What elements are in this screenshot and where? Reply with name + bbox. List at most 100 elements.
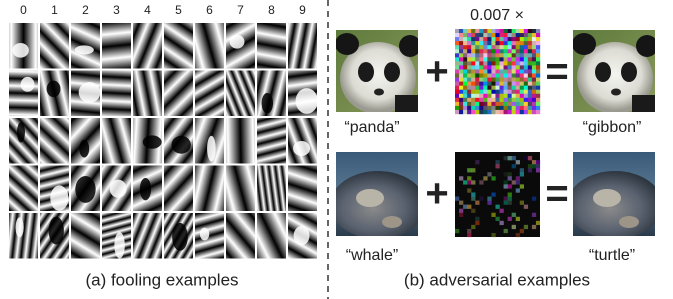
output-label: “turtle” — [589, 247, 635, 264]
noise-pixel — [491, 41, 495, 45]
noise-pixel — [520, 184, 524, 188]
noise-pixel — [536, 98, 540, 102]
noise-pixel — [459, 209, 463, 213]
noise-pixel — [471, 49, 475, 53]
noise-pixel — [536, 102, 540, 106]
tile-blob — [79, 82, 101, 103]
noise-pixel — [504, 53, 508, 57]
noise-pixel — [508, 197, 512, 201]
noise-pixel — [528, 110, 532, 114]
input-label: “panda” — [344, 119, 399, 136]
noise-pixel — [508, 86, 512, 90]
tile-blob — [293, 141, 310, 156]
tile-blob — [110, 180, 127, 198]
noise-pixel — [536, 74, 540, 78]
noise-pixel — [487, 90, 491, 94]
caption-a: (a) fooling examples — [85, 270, 238, 289]
noise-pixel — [463, 106, 467, 110]
fooling-tile — [133, 70, 163, 117]
noise-pixel — [504, 98, 508, 102]
noise-pixel — [459, 41, 463, 45]
noise-pixel — [528, 74, 532, 78]
noise-pixel — [516, 45, 520, 49]
noise-pixel — [459, 33, 463, 37]
noise-pixel — [504, 180, 508, 184]
noise-pixel — [520, 37, 524, 41]
noise-pixel — [500, 37, 504, 41]
noise-pixel — [516, 41, 520, 45]
noise-pixel — [516, 33, 520, 37]
noise-pixel — [508, 65, 512, 69]
fooling-tile — [40, 23, 70, 70]
noise-pixel — [524, 156, 528, 160]
noise-pixel — [467, 176, 471, 180]
noise-pixel — [467, 86, 471, 90]
noise-image — [455, 29, 540, 114]
noise-pixel — [528, 106, 532, 110]
noise-pixel — [463, 90, 467, 94]
noise-pixel — [512, 164, 516, 168]
noise-pixel — [504, 82, 508, 86]
noise-pixel — [512, 213, 516, 217]
figure: 0123456789 (a) fooling examples 0.0 — [0, 0, 673, 299]
noise-pixel — [467, 168, 471, 172]
noise-pixel — [495, 160, 499, 164]
noise-pixel — [475, 45, 479, 49]
noise-pixel — [512, 74, 516, 78]
noise-pixel — [528, 168, 532, 172]
noise-pixel — [532, 225, 536, 229]
noise-pixel — [524, 29, 528, 33]
noise-pixel — [500, 65, 504, 69]
noise-pixel — [516, 106, 520, 110]
noise-pixel — [467, 78, 471, 82]
noise-pixel — [528, 102, 532, 106]
noise-pixel — [483, 49, 487, 53]
fooling-tile — [226, 118, 256, 165]
noise-pixel — [512, 102, 516, 106]
tile-blob — [75, 176, 95, 203]
noise-pixel — [483, 57, 487, 61]
noise-pixel — [520, 53, 524, 57]
noise-pixel — [504, 156, 508, 160]
noise-pixel — [459, 110, 463, 114]
tile-blob — [17, 122, 25, 142]
noise-pixel — [475, 78, 479, 82]
noise-pixel — [508, 102, 512, 106]
fooling-tile — [257, 118, 287, 165]
noise-pixel — [495, 65, 499, 69]
noise-pixel — [532, 197, 536, 201]
noise-pixel — [483, 106, 487, 110]
noise-pixel — [504, 29, 508, 33]
noise-pixel — [467, 65, 471, 69]
noise-pixel — [467, 98, 471, 102]
noise-pixel — [463, 29, 467, 33]
noise-pixel — [532, 106, 536, 110]
noise-pixel — [475, 160, 479, 164]
noise-pixel — [524, 33, 528, 37]
noise-pixel — [479, 29, 483, 33]
noise-pixel — [487, 201, 491, 205]
noise-pixel — [479, 94, 483, 98]
noise-pixel — [459, 57, 463, 61]
tile-blob — [230, 35, 245, 49]
noise-pixel — [524, 90, 528, 94]
noise-pixel — [479, 110, 483, 114]
noise-pixel — [495, 78, 499, 82]
noise-pixel — [532, 33, 536, 37]
noise-pixel — [475, 102, 479, 106]
noise-pixel — [536, 33, 540, 37]
noise-pixel — [467, 229, 471, 233]
tile-blob — [296, 88, 318, 114]
noise-pixel — [536, 110, 540, 114]
noise-pixel — [467, 45, 471, 49]
noise-pixel — [536, 221, 540, 225]
noise-pixel — [532, 69, 536, 73]
noise-pixel — [508, 57, 512, 61]
noise-pixel — [495, 45, 499, 49]
noise-pixel — [504, 197, 508, 201]
noise-pixel — [532, 45, 536, 49]
noise-pixel — [504, 78, 508, 82]
noise-pixel — [500, 110, 504, 114]
noise-pixel — [475, 221, 479, 225]
tile-blob — [172, 223, 188, 251]
